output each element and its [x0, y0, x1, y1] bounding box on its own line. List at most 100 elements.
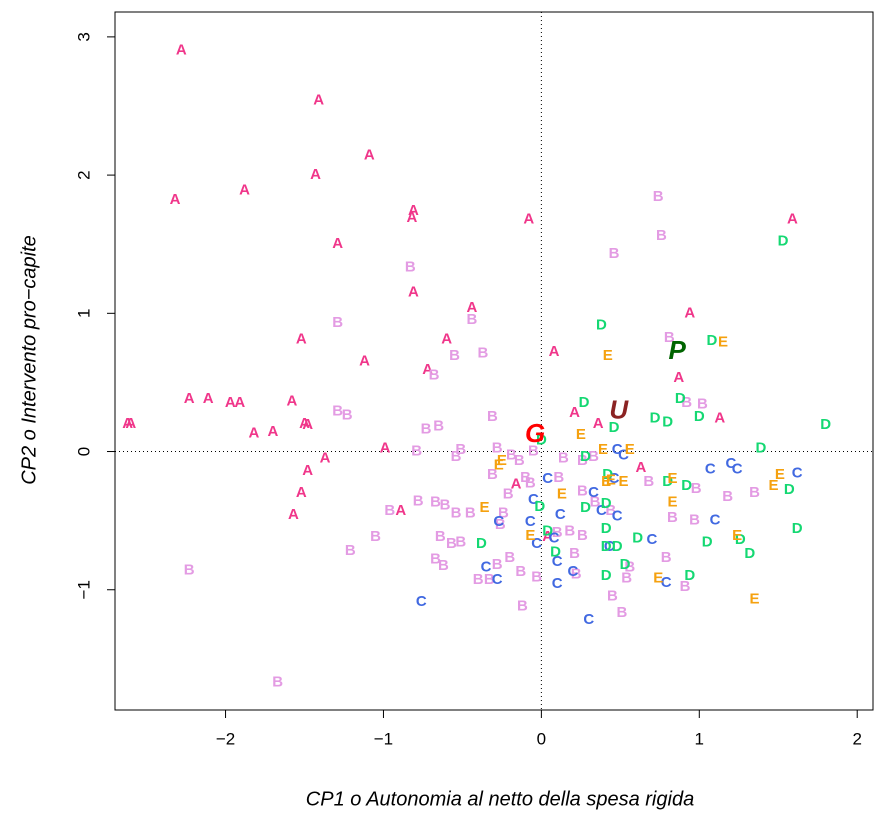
point: C: [525, 513, 536, 530]
point: B: [577, 483, 588, 500]
point: B: [605, 502, 616, 519]
point: A: [125, 415, 136, 432]
point: C: [552, 575, 563, 592]
point: E: [718, 333, 728, 350]
point: B: [430, 550, 441, 567]
point: B: [689, 512, 700, 529]
point: B: [455, 534, 466, 551]
point: A: [320, 449, 331, 466]
point: A: [395, 502, 406, 519]
point: B: [517, 597, 528, 614]
point: B: [440, 496, 451, 513]
point: C: [481, 559, 492, 576]
point: A: [408, 284, 419, 301]
point: B: [492, 440, 503, 457]
point: A: [302, 416, 313, 433]
point: D: [580, 499, 591, 516]
point: A: [288, 506, 299, 523]
point: A: [714, 409, 725, 426]
point: D: [735, 531, 746, 548]
point: B: [624, 559, 635, 576]
point: C: [604, 538, 615, 555]
point: B: [451, 505, 462, 522]
point: A: [406, 209, 417, 226]
point: C: [416, 593, 427, 610]
point: B: [577, 452, 588, 469]
point: B: [451, 448, 462, 465]
highlight-point: U: [609, 394, 629, 424]
point: D: [620, 556, 631, 573]
point: B: [484, 571, 495, 588]
point: B: [487, 466, 498, 483]
point: E: [603, 347, 613, 364]
x-tick-label: −2: [216, 729, 235, 748]
point: B: [681, 394, 692, 411]
point: C: [612, 441, 623, 458]
point: D: [601, 520, 612, 537]
point: B: [272, 673, 283, 690]
point: B: [429, 366, 440, 383]
point: D: [792, 520, 803, 537]
point: B: [520, 469, 531, 486]
point: D: [675, 390, 686, 407]
point: A: [225, 394, 236, 411]
point: A: [299, 415, 310, 432]
point: C: [528, 491, 539, 508]
point: C: [612, 507, 623, 524]
point: A: [249, 425, 260, 442]
point: B: [653, 188, 664, 205]
point: B: [643, 473, 654, 490]
point: C: [596, 502, 607, 519]
point: D: [820, 416, 831, 433]
point: B: [571, 566, 582, 583]
point: B: [384, 502, 395, 519]
y-tick-label: 3: [74, 32, 93, 41]
point: B: [504, 549, 515, 566]
point: B: [569, 545, 580, 562]
y-tick-label: 1: [74, 309, 93, 318]
point: E: [618, 473, 628, 490]
point: A: [523, 210, 534, 227]
point: C: [710, 512, 721, 529]
point: B: [411, 443, 422, 460]
point: A: [593, 415, 604, 432]
x-tick-label: −1: [374, 729, 393, 748]
point: E: [494, 456, 504, 473]
point: A: [466, 299, 477, 316]
point: A: [302, 462, 313, 479]
point: B: [525, 474, 536, 491]
point: A: [684, 304, 695, 321]
highlight-point: P: [669, 335, 687, 365]
point: B: [332, 402, 343, 419]
point: C: [618, 447, 629, 464]
point: B: [616, 604, 627, 621]
point: B: [498, 505, 509, 522]
x-tick-label: 1: [695, 729, 704, 748]
point: C: [552, 553, 563, 570]
point: D: [601, 495, 612, 512]
point: B: [345, 542, 356, 559]
point: C: [725, 455, 736, 472]
point: B: [495, 516, 506, 533]
point: E: [480, 499, 490, 516]
point: B: [656, 227, 667, 244]
point: B: [531, 568, 542, 585]
point: A: [380, 440, 391, 457]
point: A: [310, 166, 321, 183]
point: D: [784, 481, 795, 498]
point: C: [661, 574, 672, 591]
point: B: [455, 441, 466, 458]
point: D: [702, 534, 713, 551]
point: A: [542, 528, 553, 545]
y-tick-label: 2: [74, 170, 93, 179]
point: D: [684, 567, 695, 584]
point: B: [413, 492, 424, 509]
point: B: [184, 561, 195, 578]
point: B: [749, 484, 760, 501]
point: C: [549, 530, 560, 547]
point: C: [732, 460, 743, 477]
x-tick-label: 2: [852, 729, 861, 748]
point: B: [552, 524, 563, 541]
point: D: [694, 408, 705, 425]
